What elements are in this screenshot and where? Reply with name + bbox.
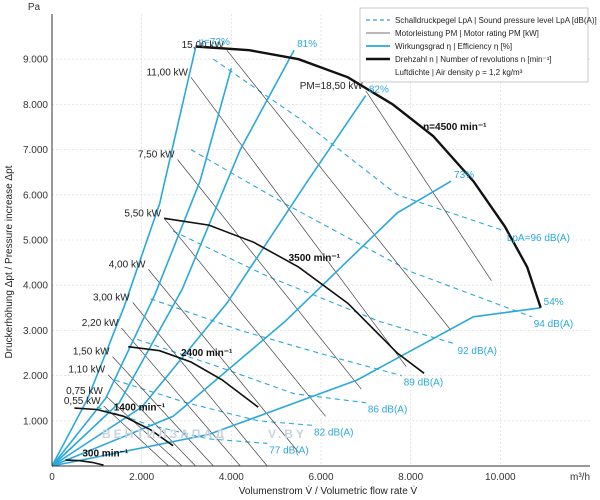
motor-line-label: PM=18,50 kW bbox=[300, 81, 364, 92]
motor-line bbox=[103, 405, 169, 467]
sound-line-label: 86 dB(A) bbox=[368, 405, 407, 416]
sound-line bbox=[137, 338, 366, 404]
efficiency-line bbox=[51, 47, 197, 467]
y-tick-label: 4.000 bbox=[23, 281, 48, 292]
efficiency-line bbox=[51, 67, 233, 467]
y-tick-label: 1.000 bbox=[23, 416, 48, 427]
speed-curve-label: n=4500 min⁻¹ bbox=[423, 122, 487, 133]
motor-line bbox=[226, 49, 452, 331]
x-tick-label: 0 bbox=[49, 472, 55, 483]
legend-entry: Motorleistung PM | Motor rating PM [kW] bbox=[395, 29, 539, 38]
motor-line bbox=[148, 269, 299, 453]
motor-line-label: 3,00 kW bbox=[93, 292, 130, 303]
motor-line-label: 11,00 kW bbox=[146, 67, 188, 78]
efficiency-line bbox=[51, 180, 452, 467]
watermark-url: V.BY bbox=[268, 427, 307, 441]
motor-line-label: 15,00 kW bbox=[182, 40, 225, 51]
speed-curve bbox=[128, 345, 259, 408]
x-unit: m³/h bbox=[570, 472, 590, 483]
motor-line bbox=[365, 90, 492, 281]
motor-line-label: 5,50 kW bbox=[124, 208, 161, 219]
speed-curve-label: 1400 min⁻¹ bbox=[114, 402, 166, 413]
motor-rating-lines bbox=[103, 49, 492, 467]
efficiency-line-label: η=72% bbox=[198, 37, 230, 48]
sound-line-label: LpA=96 dB(A) bbox=[507, 233, 570, 244]
motor-line bbox=[132, 302, 268, 467]
legend-entry: Schalldruckpegel LpA | Sound pressure le… bbox=[395, 16, 597, 25]
efficiency-line-label: 82% bbox=[369, 84, 389, 95]
y-tick-label: 7.000 bbox=[23, 145, 48, 156]
speed-curve bbox=[65, 459, 104, 466]
speed-curve-label: 2400 min⁻¹ bbox=[181, 348, 233, 359]
motor-line bbox=[121, 327, 241, 467]
efficiency-line bbox=[51, 307, 541, 467]
efficiency-line bbox=[51, 49, 295, 467]
sound-line-label: 92 dB(A) bbox=[458, 346, 497, 357]
motor-line bbox=[163, 218, 326, 417]
motor-line-label: 0,55 kW bbox=[64, 396, 101, 407]
speed-curve-label: 300 min⁻¹ bbox=[82, 448, 129, 459]
sound-line bbox=[150, 298, 402, 377]
legend-entry: Wirkungsgrad η | Efficiency η [%] bbox=[395, 42, 512, 51]
legend-entry: Drehzahl n | Number of revolutions n [mi… bbox=[395, 55, 552, 64]
sound-line bbox=[213, 58, 505, 232]
efficiency-line-label: 73% bbox=[454, 170, 474, 181]
speed-curve bbox=[163, 217, 425, 374]
y-tick-label: 3.000 bbox=[23, 326, 48, 337]
sound-line bbox=[172, 230, 456, 345]
motor-line-label: 7,50 kW bbox=[138, 150, 175, 161]
axes: 0 2.000 4.000 6.000 8.000 10.000 1.000 2.000 3.0… bbox=[23, 14, 590, 483]
x-tick-label: 4.000 bbox=[219, 472, 244, 483]
efficiency-line-label: 81% bbox=[297, 39, 317, 50]
legend-box bbox=[359, 7, 589, 83]
motor-line-label: 4,00 kW bbox=[109, 259, 146, 270]
y-unit: Pa bbox=[28, 2, 41, 13]
motor-line bbox=[105, 395, 183, 467]
watermark: ВЕНТИЛЗАПАД bbox=[102, 427, 227, 441]
motor-line-label: 0,75 kW bbox=[66, 386, 103, 397]
motor-line bbox=[177, 159, 362, 390]
x-tick-label: 2.000 bbox=[129, 472, 154, 483]
x-tick-label: 6.000 bbox=[308, 472, 333, 483]
motor-line bbox=[190, 77, 407, 367]
motor-line-label: 1,10 kW bbox=[68, 365, 105, 376]
sound-line-label: 94 dB(A) bbox=[534, 319, 573, 330]
motor-line bbox=[112, 356, 214, 467]
sound-line-label: 89 dB(A) bbox=[404, 378, 443, 389]
speed-curve bbox=[74, 407, 174, 447]
sound-line bbox=[190, 149, 532, 318]
speed-curve bbox=[195, 45, 542, 309]
efficiency-line-label: 54% bbox=[544, 297, 564, 308]
motor-line-label: 2,20 kW bbox=[82, 318, 119, 329]
x-tick-label: 8.000 bbox=[398, 472, 423, 483]
y-tick-label: 6.000 bbox=[23, 190, 48, 201]
x-tick-label: 10.000 bbox=[485, 472, 516, 483]
y-tick-label: 9.000 bbox=[23, 55, 48, 66]
x-axis-title: Volumenstrom V̇ / Volumetric flow rate V… bbox=[239, 484, 418, 497]
sound-line-label: 77 dB(A) bbox=[269, 445, 308, 456]
efficiency-lines bbox=[51, 47, 541, 467]
curve-labels: LpA=96 dB(A) 94 dB(A) 92 dB(A) 89 dB(A) 86 d… bbox=[64, 37, 573, 459]
grid bbox=[51, 14, 590, 466]
motor-line bbox=[107, 374, 196, 467]
legend: Schalldruckpegel LpA | Sound pressure le… bbox=[359, 7, 597, 83]
y-tick-label: 8.000 bbox=[23, 100, 48, 111]
legend-entry: Luftdichte | Air density ρ = 1,2 kg/m³ bbox=[395, 68, 523, 77]
motor-line-label: 1,50 kW bbox=[73, 347, 110, 358]
speed-curve-label: 3500 min⁻¹ bbox=[289, 253, 341, 264]
y-axis-title: Druckerhöhung Δpt / Pressure increase Δp… bbox=[4, 165, 15, 358]
sound-line-label: 82 dB(A) bbox=[314, 427, 353, 438]
y-tick-label: 2.000 bbox=[23, 371, 48, 382]
speed-curves bbox=[65, 45, 542, 466]
efficiency-line bbox=[51, 94, 367, 467]
y-tick-label: 5.000 bbox=[23, 236, 48, 247]
